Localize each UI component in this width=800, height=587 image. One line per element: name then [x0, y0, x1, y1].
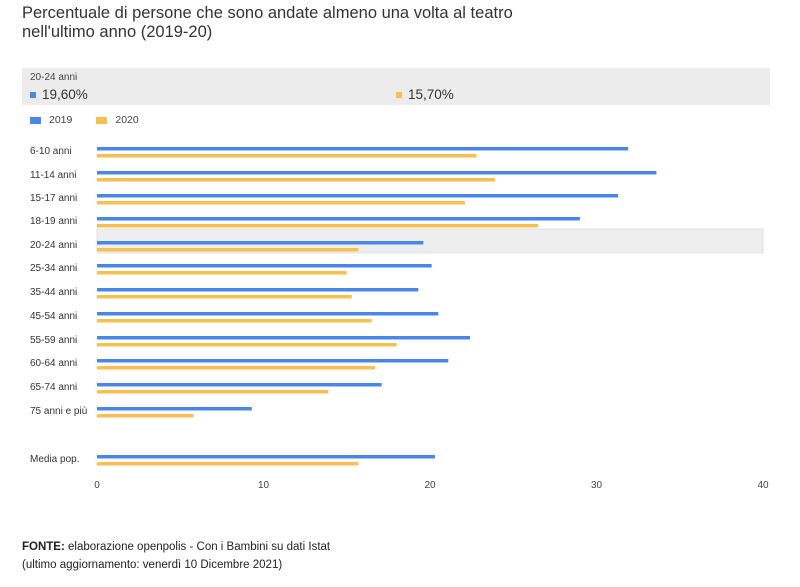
- bar-2020: [97, 224, 539, 228]
- category-label: 6-10 anni: [30, 146, 72, 157]
- bar-2019: [97, 288, 419, 292]
- category-label: 55-59 anni: [30, 335, 77, 346]
- legend-label-2020: 2020: [115, 114, 139, 126]
- x-tick-label: 30: [591, 480, 603, 491]
- source-line: FONTE: elaborazione openpolis - Con i Ba…: [22, 538, 330, 556]
- bar-2020: [97, 414, 194, 418]
- chart-legend: 2019 2020: [30, 114, 163, 126]
- bar-2019: [97, 217, 580, 221]
- category-label: 35-44 anni: [30, 287, 77, 298]
- x-tick-label: 0: [94, 480, 100, 491]
- category-label: 15-17 anni: [30, 193, 77, 204]
- source-label: FONTE:: [22, 541, 65, 553]
- legend-item-2019[interactable]: 2019: [30, 114, 72, 126]
- bar-2019: [97, 383, 382, 387]
- category-label: 20-24 anni: [30, 240, 77, 251]
- bar-2019: [97, 171, 657, 175]
- bar-2020: [97, 154, 477, 158]
- category-label: 11-14 anni: [30, 170, 77, 181]
- category-label: Media pop.: [30, 454, 79, 465]
- bar-2020: [97, 178, 495, 182]
- bar-2020: [97, 295, 352, 299]
- bar-2019: [97, 407, 252, 411]
- bar-2020: [97, 248, 359, 252]
- bar-2019: [97, 241, 424, 245]
- bar-2020: [97, 462, 359, 466]
- chart-title-line1: Percentuale di persone che sono andate a…: [22, 4, 513, 22]
- hover-tooltip: 20-24 anni 19,60% 15,70%: [22, 68, 770, 105]
- bar-2019: [97, 147, 629, 151]
- category-label: 65-74 anni: [30, 382, 77, 393]
- bar-2020: [97, 390, 329, 394]
- category-label: 18-19 anni: [30, 216, 77, 227]
- tooltip-value-2019-row: 19,60%: [30, 87, 88, 102]
- x-tick-label: 20: [424, 480, 436, 491]
- bar-2020: [97, 271, 347, 275]
- bar-2019: [97, 312, 439, 316]
- source-text: elaborazione openpolis - Con i Bambini s…: [64, 541, 331, 553]
- bar-2019: [97, 194, 619, 198]
- category-label: 60-64 anni: [30, 358, 77, 369]
- bar-2019: [97, 336, 470, 340]
- tooltip-value-2019: 19,60%: [42, 87, 88, 102]
- category-label: 45-54 anni: [30, 311, 77, 322]
- bar-2019: [97, 359, 449, 363]
- legend-swatch-icon: [96, 116, 108, 124]
- tooltip-value-2020: 15,70%: [408, 87, 454, 102]
- bar-2020: [97, 343, 397, 347]
- tooltip-category: 20-24 anni: [30, 72, 78, 83]
- bar-2020: [97, 319, 372, 323]
- legend-item-2020[interactable]: 2020: [96, 114, 139, 126]
- bar-2020: [97, 201, 465, 205]
- x-tick-label: 40: [757, 480, 769, 491]
- last-updated: (ultimo aggiornamento: venerdì 10 Dicemb…: [22, 559, 283, 571]
- bar-2019: [97, 455, 435, 459]
- chart-title-line2: nell'ultimo anno (2019-20): [22, 23, 213, 41]
- series-2019-swatch-icon: [30, 91, 36, 98]
- chart-title: Percentuale di persone che sono andate a…: [22, 4, 513, 42]
- category-label: 25-34 anni: [30, 263, 77, 274]
- bar-2020: [97, 366, 376, 370]
- category-label: 75 anni e più: [30, 406, 87, 417]
- legend-swatch-icon: [30, 116, 41, 124]
- chart-footer: FONTE: elaborazione openpolis - Con i Ba…: [22, 538, 330, 574]
- x-tick-label: 10: [258, 480, 270, 491]
- series-2020-swatch-icon: [396, 91, 402, 98]
- bar-2019: [97, 264, 432, 268]
- legend-label-2019: 2019: [49, 114, 73, 126]
- tooltip-value-2020-row: 15,70%: [396, 87, 454, 102]
